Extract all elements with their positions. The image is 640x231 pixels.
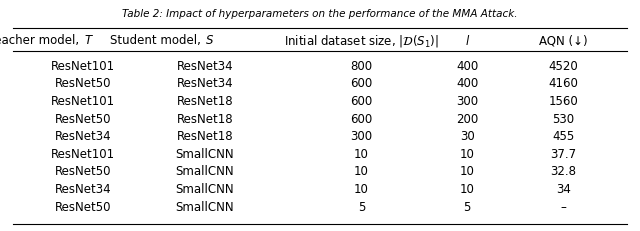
- Text: ResNet50: ResNet50: [55, 112, 111, 125]
- Text: 10: 10: [460, 165, 475, 178]
- Text: 300: 300: [351, 130, 372, 143]
- Text: 34: 34: [556, 182, 571, 195]
- Text: ResNet101: ResNet101: [51, 147, 115, 160]
- Text: 10: 10: [354, 165, 369, 178]
- Text: 4520: 4520: [548, 59, 578, 72]
- Text: 4160: 4160: [548, 77, 578, 90]
- Text: ResNet50: ResNet50: [55, 165, 111, 178]
- Text: 600: 600: [351, 112, 372, 125]
- Text: ResNet34: ResNet34: [177, 59, 233, 72]
- Text: ResNet18: ResNet18: [177, 94, 233, 107]
- Text: $l$: $l$: [465, 33, 470, 47]
- Text: Table 2: Impact of hyperparameters on the performance of the MMA Attack.: Table 2: Impact of hyperparameters on th…: [122, 9, 518, 19]
- Text: 600: 600: [351, 94, 372, 107]
- Text: 1560: 1560: [548, 94, 578, 107]
- Text: ResNet50: ResNet50: [55, 200, 111, 213]
- Text: 32.8: 32.8: [550, 165, 576, 178]
- Text: S: S: [206, 34, 214, 47]
- Text: 400: 400: [456, 77, 478, 90]
- Text: 10: 10: [354, 182, 369, 195]
- Text: ResNet34: ResNet34: [55, 130, 111, 143]
- Text: 300: 300: [456, 94, 478, 107]
- Text: ResNet18: ResNet18: [177, 130, 233, 143]
- Text: AQN (↓): AQN (↓): [539, 34, 588, 47]
- Text: ResNet34: ResNet34: [177, 77, 233, 90]
- Text: 10: 10: [354, 147, 369, 160]
- Text: T: T: [84, 34, 92, 47]
- Text: Initial dataset size, $|\mathcal{D}(S_1)|$: Initial dataset size, $|\mathcal{D}(S_1)…: [284, 33, 439, 48]
- Text: ResNet18: ResNet18: [177, 112, 233, 125]
- Text: 37.7: 37.7: [550, 147, 576, 160]
- Text: SmallCNN: SmallCNN: [175, 147, 234, 160]
- Text: –: –: [560, 200, 566, 213]
- Text: SmallCNN: SmallCNN: [175, 165, 234, 178]
- Text: SmallCNN: SmallCNN: [175, 182, 234, 195]
- Text: 455: 455: [552, 130, 574, 143]
- Text: 5: 5: [463, 200, 471, 213]
- Text: ResNet34: ResNet34: [55, 182, 111, 195]
- Text: 30: 30: [460, 130, 475, 143]
- Text: 10: 10: [460, 147, 475, 160]
- Text: 5: 5: [358, 200, 365, 213]
- Text: 600: 600: [351, 77, 372, 90]
- Text: SmallCNN: SmallCNN: [175, 200, 234, 213]
- Text: ResNet50: ResNet50: [55, 77, 111, 90]
- Text: Teacher model,: Teacher model,: [0, 34, 83, 47]
- Text: 200: 200: [456, 112, 478, 125]
- Text: Student model,: Student model,: [110, 34, 205, 47]
- Text: 10: 10: [460, 182, 475, 195]
- Text: 530: 530: [552, 112, 574, 125]
- Text: ResNet101: ResNet101: [51, 59, 115, 72]
- Text: 400: 400: [456, 59, 478, 72]
- Text: 800: 800: [351, 59, 372, 72]
- Text: ResNet101: ResNet101: [51, 94, 115, 107]
